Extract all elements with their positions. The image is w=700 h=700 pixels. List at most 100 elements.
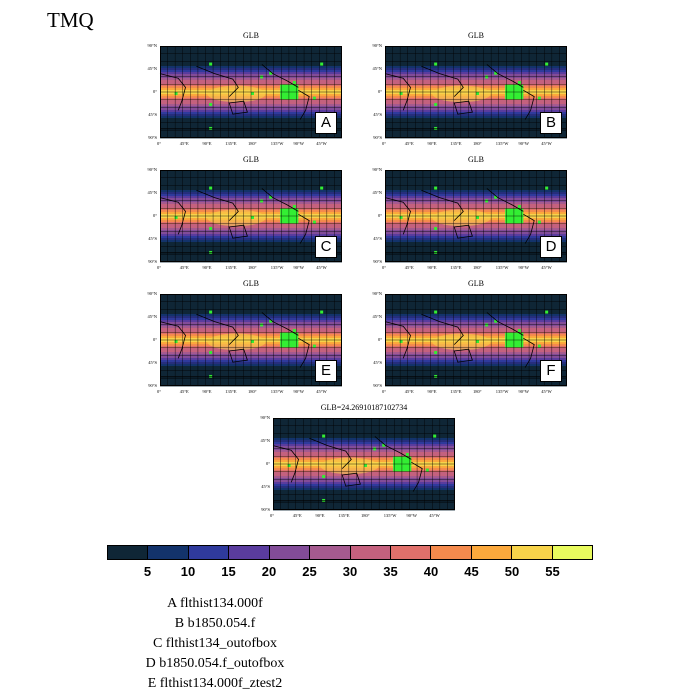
coastline — [159, 64, 342, 130]
green-point — [537, 344, 541, 348]
colorbar-tick-label: 50 — [504, 564, 520, 579]
lon-tick-label: 180° — [361, 513, 370, 518]
green-point — [434, 103, 438, 107]
green-point — [312, 344, 316, 348]
map-title: GLB=24.26910187102734 — [320, 403, 408, 412]
green-point — [405, 452, 409, 456]
green-point — [251, 216, 254, 219]
coastline — [384, 312, 567, 378]
green-point — [494, 71, 498, 75]
panel-label: A — [315, 112, 337, 134]
coastline — [384, 64, 567, 130]
green-point — [485, 323, 489, 327]
lon-tick-label: 45°E — [404, 265, 414, 270]
colorbar-tick-label: 40 — [423, 564, 439, 579]
colorbar-tick-label: 10 — [180, 564, 196, 579]
lon-tick-label: 90°W — [293, 141, 305, 146]
colorbar-swatch — [431, 546, 472, 559]
lon-tick-label: 45°W — [429, 513, 440, 518]
green-point — [260, 323, 264, 327]
legend-entry-b: B b1850.054.f — [174, 616, 256, 631]
lat-tick-label: 90°S — [148, 135, 157, 140]
lat-tick-label: 45°S — [261, 484, 270, 489]
green-point — [476, 216, 479, 219]
colorbar-swatch — [350, 546, 391, 559]
map-frame — [273, 418, 455, 510]
panel-label: C — [315, 236, 337, 258]
lon-tick-label: 45°W — [316, 389, 327, 394]
lon-tick-label: 0° — [157, 389, 162, 394]
lon-tick-label: 45°W — [541, 265, 552, 270]
green-point — [269, 195, 273, 199]
lat-tick-label: 45°S — [148, 112, 157, 117]
lat-tick-label: 90°N — [372, 291, 382, 296]
map-panel: GLB=24.26910187102734 90°N 45°N 0° 45°S 90°S 0… — [260, 403, 455, 518]
lat-tick-label: 90°S — [148, 259, 157, 264]
lon-tick-label: 135°W — [495, 389, 509, 394]
panel-label: D — [540, 236, 562, 258]
colorbar-swatch — [552, 546, 593, 559]
lat-tick-label: 0° — [152, 89, 157, 94]
lat-tick-label: 45°N — [147, 66, 157, 71]
panel-label: B — [540, 112, 562, 134]
lon-tick-label: 180° — [248, 265, 257, 270]
lat-tick-label: 45°N — [372, 314, 382, 319]
lon-tick-label: 0° — [382, 389, 387, 394]
colorbar-tick-label: 25 — [302, 564, 317, 579]
map-title: GLB — [468, 279, 484, 288]
colorbar-tick-label: 20 — [261, 564, 277, 579]
map-frame — [160, 170, 342, 262]
colorbar-swatch — [390, 546, 432, 559]
lon-tick-label: 90°W — [406, 513, 418, 518]
green-point — [209, 310, 213, 314]
panel-label: F — [540, 360, 562, 382]
green-point — [382, 443, 386, 447]
lat-tick-label: 90°N — [147, 167, 157, 172]
green-point — [251, 340, 254, 343]
green-point — [373, 447, 377, 451]
colorbar-swatch — [188, 546, 230, 559]
lat-tick-label: 45°N — [372, 66, 382, 71]
lat-tick-label: 90°N — [260, 415, 270, 420]
coastline — [384, 188, 567, 254]
legend-entry-e: E flthist134.000f_ztest2 — [147, 676, 283, 691]
green-point — [312, 96, 316, 100]
green-point — [269, 71, 273, 75]
lat-tick-label: 45°S — [373, 360, 382, 365]
lon-tick-label: 90°E — [427, 265, 437, 270]
lon-tick-label: 135°E — [338, 513, 350, 518]
colorbar-swatch — [108, 546, 149, 559]
lon-tick-label: 90°E — [202, 389, 212, 394]
map-panel: GLB 90°N 45°N 0° 45°S 90°S 0° 45°E 90°E 135°E 180°… — [147, 31, 342, 146]
green-point — [485, 199, 489, 203]
lon-tick-label: 180° — [248, 141, 257, 146]
colorbar-tick-label: 35 — [383, 564, 398, 579]
colorbar-tick-label: 55 — [545, 564, 560, 579]
colorbar-swatch — [269, 546, 311, 559]
lat-tick-label: 0° — [152, 337, 157, 342]
lon-tick-label: 90°W — [518, 141, 530, 146]
lon-tick-label: 45°W — [316, 141, 327, 146]
lon-tick-label: 90°E — [202, 265, 212, 270]
green-point — [545, 62, 549, 66]
lon-tick-label: 135°W — [495, 265, 509, 270]
green-point — [434, 227, 438, 231]
lat-tick-label: 90°N — [147, 43, 157, 48]
green-point — [537, 96, 541, 100]
green-point — [322, 434, 326, 438]
map-panel: GLB 90°N 45°N 0° 45°S 90°S 0° 45°E 90°E 135°E 180°… — [147, 279, 342, 394]
green-point — [434, 310, 438, 314]
colorbar-swatch — [148, 546, 189, 559]
lon-tick-label: 135°E — [450, 265, 462, 270]
green-point — [209, 103, 213, 107]
lat-tick-label: 0° — [265, 461, 270, 466]
coastline — [159, 312, 342, 378]
map-frame — [160, 46, 342, 138]
green-point — [209, 351, 213, 355]
green-point — [260, 75, 264, 79]
lat-tick-label: 45°N — [147, 314, 157, 319]
green-point — [320, 186, 324, 190]
colorbar-swatch — [471, 546, 513, 559]
lat-tick-label: 45°N — [147, 190, 157, 195]
green-point — [476, 340, 479, 343]
